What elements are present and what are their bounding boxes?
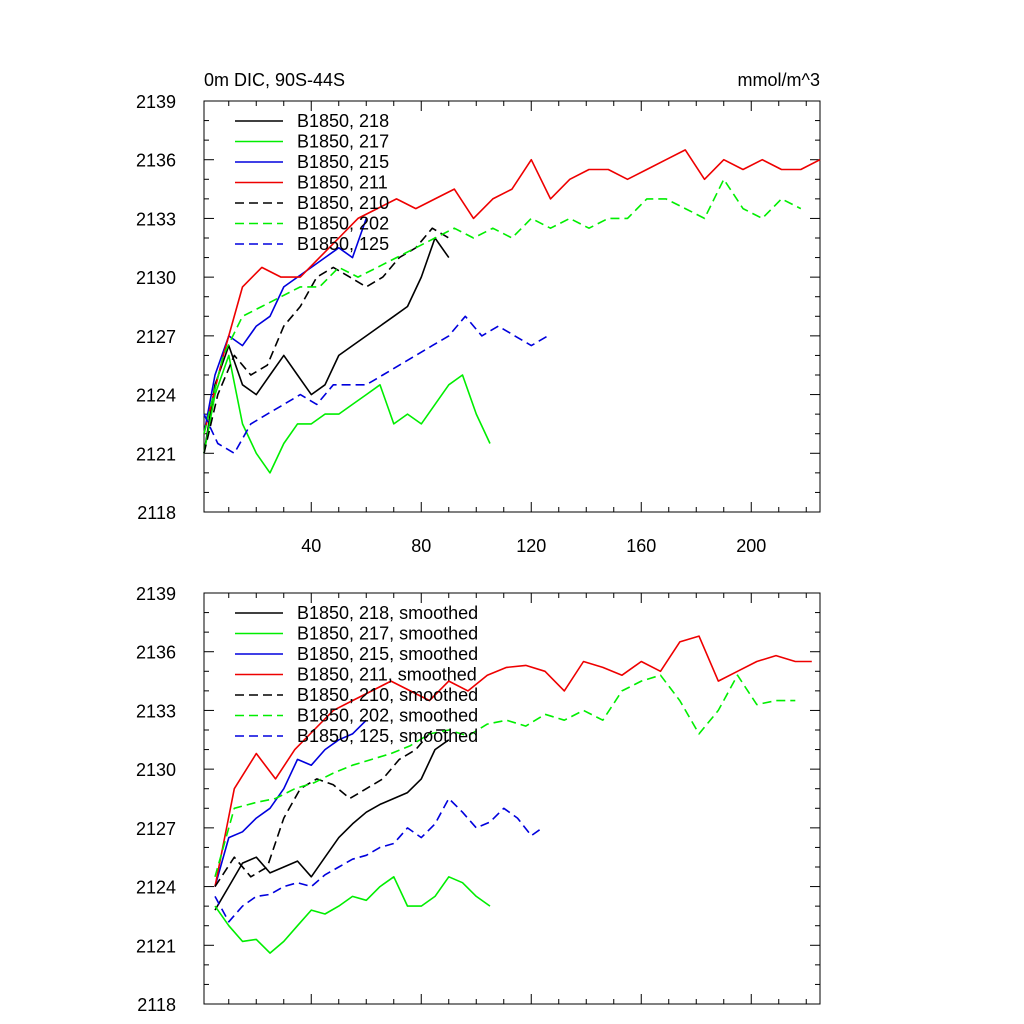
panel-raw: 2118 2121 2124 2127 2130 2133 2136 2139 40 80 120 1…	[136, 92, 821, 556]
y-tick-label: 2124	[136, 386, 176, 406]
series-line	[214, 719, 367, 887]
y-tick-label: 2136	[136, 643, 176, 663]
series-line	[203, 237, 450, 454]
legend-label: B1850, 210, smoothed	[297, 685, 478, 705]
series-line	[214, 797, 543, 923]
series-line	[203, 315, 549, 455]
legend-label: B1850, 217, smoothed	[297, 624, 478, 644]
y-tick-label: 2124	[136, 878, 176, 898]
plot-frame	[203, 592, 821, 1005]
y-tick-label: 2118	[137, 503, 176, 523]
series-line	[214, 635, 812, 887]
series-line	[214, 729, 449, 888]
legend-label: B1850, 215	[297, 152, 389, 172]
chart-title: 0m DIC, 90S-44S	[204, 70, 345, 90]
legend-label: B1850, 218, smoothed	[297, 603, 478, 623]
legend-label: B1850, 125, smoothed	[297, 726, 478, 746]
legend-label: B1850, 215, smoothed	[297, 644, 478, 664]
y-tick-label: 2133	[136, 701, 176, 721]
y-tick-label: 2130	[136, 760, 176, 780]
legend-label: B1850, 211, smoothed	[297, 665, 477, 685]
legend-label: B1850, 217	[297, 132, 389, 152]
y-tick-label: 2133	[136, 209, 176, 229]
y-tick-label: 2136	[136, 151, 176, 171]
legend-label: B1850, 125	[297, 234, 389, 254]
legend-label: B1850, 202	[297, 214, 389, 234]
series-line	[203, 149, 821, 434]
series-line	[214, 739, 450, 911]
panel-smoothed: 2118 2121 2124 2127 2130 2133 2136 2139 B1850, 2…	[136, 584, 821, 1015]
x-tick-label: 160	[626, 536, 656, 556]
series-line	[203, 227, 450, 454]
y-tick-label: 2118	[137, 995, 176, 1015]
legend-label: B1850, 202, smoothed	[297, 706, 478, 726]
x-tick-label: 120	[516, 536, 546, 556]
y-tick-label: 2121	[136, 444, 176, 464]
x-tick-label: 80	[411, 536, 431, 556]
y-tick-label: 2139	[136, 92, 176, 112]
series-line	[214, 674, 796, 878]
y-tick-label: 2130	[136, 268, 176, 288]
y-tick-label: 2121	[136, 936, 176, 956]
x-tick-label: 200	[736, 536, 766, 556]
series-line	[214, 875, 491, 954]
series-line	[203, 178, 802, 434]
x-tick-label: 40	[301, 536, 321, 556]
y-tick-label: 2139	[136, 584, 176, 604]
legend-label: B1850, 211	[297, 173, 388, 193]
y-tick-label: 2127	[136, 819, 176, 839]
legend-label: B1850, 218	[297, 111, 389, 131]
chart-units: mmol/m^3	[738, 70, 820, 90]
legend-label: B1850, 210	[297, 193, 389, 213]
plot-frame	[203, 100, 821, 513]
y-tick-label: 2127	[136, 327, 176, 347]
series-line	[203, 354, 491, 474]
